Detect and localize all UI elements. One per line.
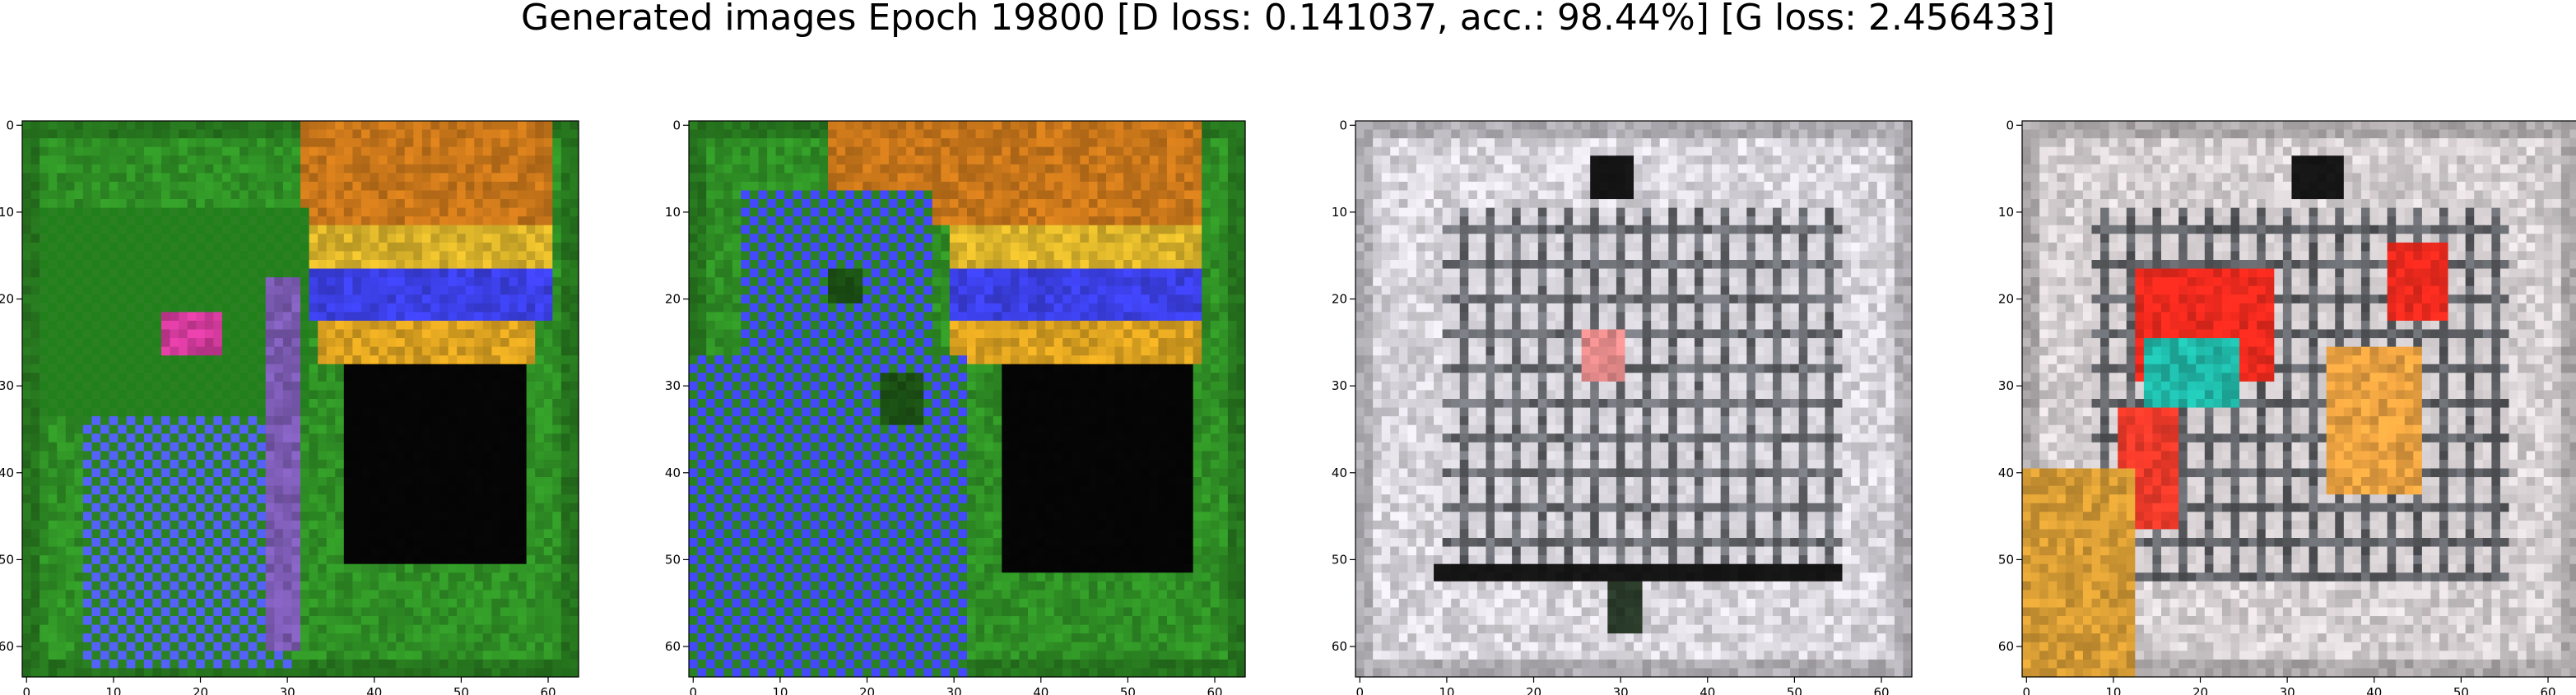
x-tick-label: 20 [859, 685, 875, 695]
image-panel-4: 0 10 20 30 40 50 60 0 10 20 30 40 50 60 [1998, 118, 2576, 695]
y-tick-label: 50 [1332, 552, 1347, 567]
x-tick-label: 50 [2453, 685, 2469, 695]
y-tick-label: 30 [1998, 378, 2014, 393]
axes-frame [688, 120, 1246, 678]
x-tick-label: 10 [772, 685, 788, 695]
image-pixels [689, 121, 1246, 678]
x-tick-label: 40 [2366, 685, 2382, 695]
x-tick-label: 40 [1033, 685, 1049, 695]
y-tick-label: 50 [1998, 552, 2014, 567]
y-tick-label: 0 [2006, 118, 2014, 132]
x-tick-label: 30 [2280, 685, 2295, 695]
y-tick-label: 10 [1998, 205, 2014, 220]
y-tick-label: 0 [672, 118, 681, 132]
x-tick-label: 60 [540, 685, 556, 695]
y-tick-label: 50 [0, 552, 14, 567]
y-tick-label: 50 [665, 552, 681, 567]
x-tick-label: 60 [1873, 685, 1889, 695]
y-tick-label: 40 [1332, 466, 1347, 480]
x-tick-label: 20 [2192, 685, 2208, 695]
x-tick-label: 30 [1613, 685, 1629, 695]
y-tick-label: 30 [1332, 378, 1347, 393]
axes-frame [21, 120, 579, 678]
image-pixels [22, 121, 579, 678]
x-tick-label: 10 [1439, 685, 1454, 695]
x-tick-label: 50 [453, 685, 469, 695]
y-tick-label: 20 [0, 292, 14, 307]
y-tick-label: 30 [0, 378, 14, 393]
image-panel-1: 0 10 20 30 40 50 60 0 10 20 30 40 50 60 [0, 118, 579, 695]
image-pixels [2022, 121, 2576, 678]
y-tick-label: 40 [1998, 466, 2014, 480]
x-tick-label: 0 [23, 685, 31, 695]
x-tick-label: 50 [1787, 685, 1802, 695]
axes-frame [1355, 120, 1913, 678]
x-tick-label: 10 [105, 685, 121, 695]
y-tick-label: 0 [1339, 118, 1347, 132]
y-tick-label: 20 [665, 292, 681, 307]
y-tick-label: 0 [6, 118, 14, 132]
y-tick-label: 60 [1998, 639, 2014, 654]
x-tick-label: 60 [2540, 685, 2555, 695]
y-tick-label: 40 [665, 466, 681, 480]
y-tick-label: 20 [1998, 292, 2014, 307]
x-tick-label: 0 [1356, 685, 1365, 695]
image-panel-2: 0 10 20 30 40 50 60 0 10 20 30 40 50 60 [665, 118, 1246, 695]
y-tick-label: 60 [0, 639, 14, 654]
x-tick-label: 40 [1700, 685, 1715, 695]
axes-frame [2021, 120, 2576, 678]
y-tick-label: 10 [1332, 205, 1347, 220]
image-pixels [1355, 121, 1913, 678]
figure-title: Generated images Epoch 19800 [D loss: 0.… [520, 0, 2056, 39]
x-tick-label: 40 [366, 685, 382, 695]
x-tick-label: 30 [946, 685, 962, 695]
y-tick-label: 10 [665, 205, 681, 220]
y-tick-label: 20 [1332, 292, 1347, 307]
x-tick-label: 0 [2023, 685, 2031, 695]
x-tick-label: 0 [690, 685, 698, 695]
y-tick-label: 10 [0, 205, 14, 220]
x-tick-label: 50 [1120, 685, 1136, 695]
y-tick-label: 60 [1332, 639, 1347, 654]
image-panel-3: 0 10 20 30 40 50 60 0 10 20 30 40 50 60 [1332, 118, 1913, 695]
y-tick-label: 40 [0, 466, 14, 480]
y-tick-label: 60 [665, 639, 681, 654]
x-tick-label: 60 [1207, 685, 1222, 695]
x-tick-label: 30 [280, 685, 295, 695]
y-tick-label: 30 [665, 378, 681, 393]
x-tick-label: 20 [1526, 685, 1541, 695]
x-tick-label: 20 [193, 685, 208, 695]
x-tick-label: 10 [2105, 685, 2121, 695]
